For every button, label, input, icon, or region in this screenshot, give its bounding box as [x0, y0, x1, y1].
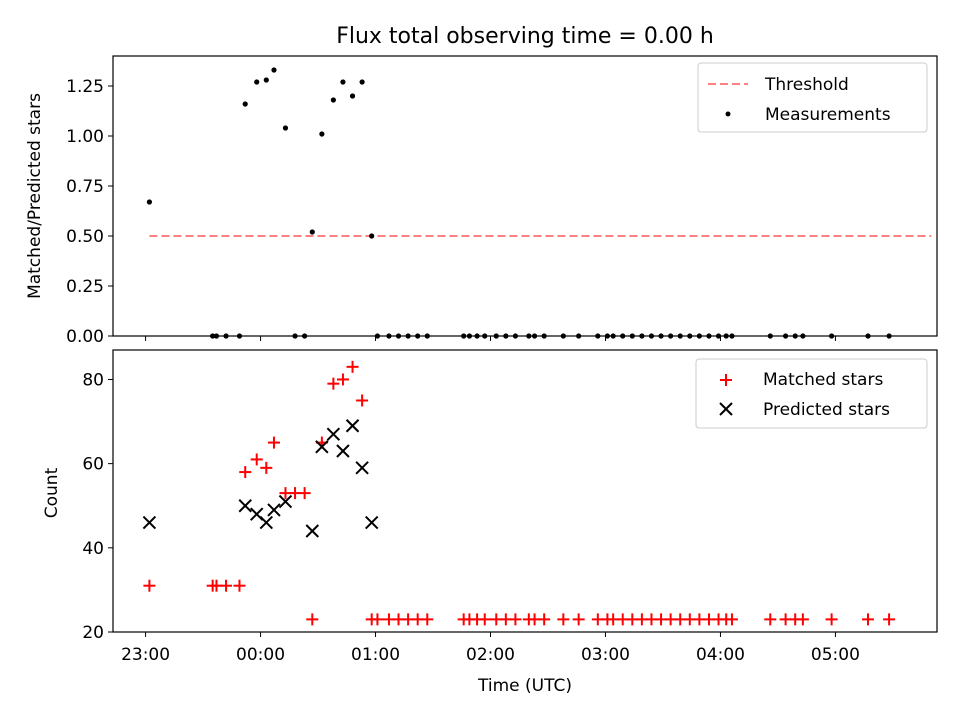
x-tick-label: 04:00 [696, 645, 745, 665]
matched-star-point [421, 613, 434, 626]
matched-star-point [143, 579, 156, 592]
count-y-axis-label: Count [42, 467, 62, 518]
predicted-star-point [315, 440, 329, 454]
predicted-star-point [364, 515, 379, 530]
count-legend: Matched stars Predicted stars [695, 358, 928, 429]
threshold-legend-label: Threshold [764, 75, 849, 95]
matched-star-point [327, 377, 340, 390]
matched-legend-label: Matched stars [763, 370, 883, 390]
matched-star-point [220, 579, 233, 592]
ratio-y-tick-label: 0.25 [66, 277, 104, 297]
x-tick-label: 03:00 [581, 645, 630, 665]
ratio-legend: Threshold Measurements [697, 62, 928, 133]
ratio-y-tick-label: 1.00 [66, 127, 104, 147]
measurements-legend-swatch [725, 111, 731, 117]
measurement-point [319, 131, 325, 137]
matched-star-point [825, 613, 838, 626]
matched-star-point [267, 436, 280, 449]
x-tick-label: 05:00 [811, 645, 860, 665]
chart-title: Flux total observing time = 0.00 h [336, 24, 714, 49]
measurement-point [254, 79, 260, 85]
matched-star-point [371, 613, 384, 626]
matched-star-point [725, 613, 738, 626]
matched-star-point [239, 466, 252, 479]
matched-star-point [478, 613, 491, 626]
x-tick-label: 00:00 [236, 645, 285, 665]
count-y-tick-label: 20 [82, 623, 104, 643]
ratio-legend-box [697, 62, 928, 133]
predicted-star-point [278, 494, 293, 509]
ratio-y-tick-label: 0.00 [66, 327, 104, 347]
ratio-plot-frame [112, 55, 938, 337]
predicted-star-point [238, 499, 252, 513]
measurement-point [340, 79, 346, 85]
measurement-point [359, 79, 365, 85]
ratio-y-axis-label: Matched/Predicted stars [25, 93, 45, 299]
measurement-point [271, 67, 277, 73]
measurement-point [330, 97, 336, 103]
predicted-star-point [259, 515, 274, 530]
predicted-star-point [305, 524, 320, 538]
count-plot-frame [112, 349, 938, 633]
ratio-panel: 0.00 0.25 0.50 0.75 1.00 1.25 Matched/Predict… [25, 55, 938, 347]
matched-star-point [233, 579, 246, 592]
matched-star-point [346, 360, 359, 373]
x-tick-label: 02:00 [466, 645, 515, 665]
measurement-point [146, 199, 153, 205]
count-y-tick-label: 80 [82, 370, 104, 390]
matched-star-point [356, 394, 369, 407]
ratio-y-tick-label: 0.50 [66, 227, 104, 247]
matched-legend-swatch [720, 374, 732, 386]
x-tick-label: 01:00 [351, 645, 400, 665]
matched-star-point [336, 373, 349, 386]
predicted-star-point [267, 503, 281, 517]
measurement-point [242, 101, 248, 107]
matched-star-point [764, 613, 777, 626]
matched-star-point [306, 613, 319, 626]
matched-star-point [557, 613, 570, 626]
measurement-point [349, 93, 356, 99]
predicted-star-point [345, 419, 360, 433]
measurement-point [282, 125, 289, 131]
matched-star-point [796, 613, 809, 626]
matched-star-point [862, 613, 875, 626]
predicted-legend-label: Predicted stars [763, 400, 890, 420]
predicted-star-point [326, 427, 341, 441]
predicted-legend-swatch [719, 402, 733, 416]
predicted-star-point [355, 461, 369, 475]
predicted-star-point [336, 444, 350, 458]
x-axis-label: Time (UTC) [477, 676, 572, 696]
measurements-legend-label: Measurements [765, 105, 891, 125]
matched-star-point [509, 613, 522, 626]
count-panel: 20 40 60 80 23:00 00:00 01:00 02:00 03:00 04:00 0… [42, 349, 938, 696]
ratio-y-tick-label: 1.25 [66, 77, 104, 97]
x-tick-label: 23:00 [121, 645, 170, 665]
matched-star-point [538, 613, 551, 626]
matched-star-point [883, 613, 896, 626]
measurement-point [309, 229, 315, 235]
predicted-star-point [142, 515, 157, 530]
matched-star-point [260, 461, 273, 474]
count-legend-box [695, 358, 928, 429]
matched-star-point [298, 487, 311, 500]
measurement-point [369, 233, 375, 239]
matched-star-point [250, 453, 263, 466]
measurement-point [263, 77, 269, 83]
matched-star-point [572, 613, 585, 626]
count-y-tick-label: 60 [82, 455, 104, 475]
ratio-y-tick-label: 0.75 [66, 177, 104, 197]
count-y-tick-label: 40 [82, 539, 104, 559]
